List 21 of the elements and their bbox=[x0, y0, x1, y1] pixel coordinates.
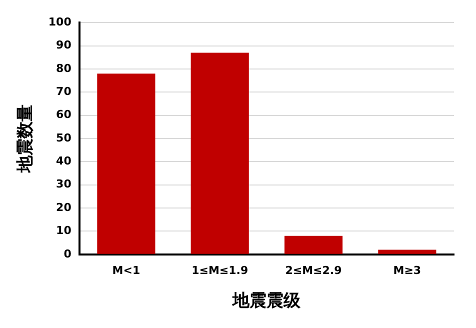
bar bbox=[378, 250, 436, 254]
x-tick-label: 2≤M≤2.9 bbox=[285, 264, 342, 277]
y-axis-title: 地震数量 bbox=[16, 104, 36, 174]
bar bbox=[190, 52, 249, 254]
x-tick-label: M≥3 bbox=[393, 264, 422, 277]
y-tick-label: 30 bbox=[56, 178, 72, 191]
x-tick-label: M<1 bbox=[112, 264, 140, 277]
y-tick-label: 0 bbox=[64, 247, 72, 260]
bar bbox=[284, 236, 343, 254]
y-tick-label: 20 bbox=[56, 200, 72, 214]
y-tick-label: 90 bbox=[56, 38, 72, 52]
y-tick-label: 40 bbox=[56, 154, 72, 168]
y-tick-label: 10 bbox=[56, 224, 72, 238]
x-tick-label: 1≤M≤1.9 bbox=[192, 264, 248, 277]
bar bbox=[97, 74, 156, 254]
x-axis-title: 地震震级 bbox=[232, 291, 302, 312]
y-tick-label: 50 bbox=[56, 131, 72, 144]
y-tick-label: 70 bbox=[56, 85, 72, 98]
y-tick-label: 100 bbox=[48, 15, 72, 28]
y-tick-label: 80 bbox=[56, 62, 72, 75]
y-tick-label: 60 bbox=[56, 108, 72, 122]
